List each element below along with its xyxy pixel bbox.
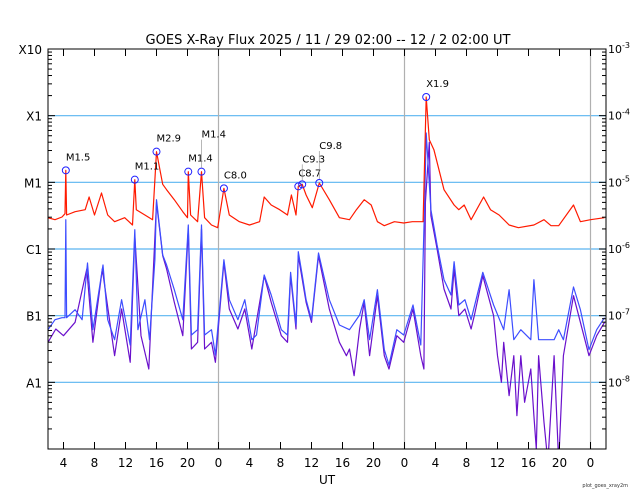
- flare-label: C8.7: [298, 168, 321, 179]
- series-short: [48, 132, 606, 366]
- y-axis-class-label: B1: [26, 310, 42, 324]
- flare-marker: [197, 167, 206, 176]
- flare-label: M1.1: [135, 162, 160, 173]
- y-axis-flux-label: 10-7: [608, 308, 630, 323]
- flare-marker: [294, 182, 303, 191]
- flare-marker: [152, 147, 161, 156]
- x-tick-label: 20: [552, 456, 567, 470]
- x-tick-label: 16: [335, 456, 350, 470]
- y-axis-flux-label: 10-8: [608, 374, 630, 389]
- axes: 4 8 12 16 20 0 4 8 12 16 20 0 4 8 12 16 20 0 X10 X1 M1 C1 B1 A1…: [19, 41, 630, 470]
- y-axis-flux-label: 10-5: [608, 174, 630, 189]
- x-tick-label: 0: [215, 456, 223, 470]
- x-tick-label: 8: [277, 456, 285, 470]
- x-tick-label: 12: [304, 456, 319, 470]
- x-tick-label: 16: [149, 456, 164, 470]
- y-axis-class-label: C1: [26, 243, 42, 257]
- flare-label: C9.3: [302, 154, 325, 165]
- series-short-secondary: [48, 141, 606, 449]
- y-axis-class-label: M1: [24, 176, 42, 190]
- x-tick-label: 20: [366, 456, 381, 470]
- x-tick-label: 4: [246, 456, 254, 470]
- y-axis-class-label: X10: [19, 43, 43, 57]
- y-axis-class-label: A1: [26, 376, 42, 390]
- flare-marker: [298, 180, 307, 189]
- series-long: [48, 96, 605, 229]
- flare-label: M2.9: [157, 134, 182, 145]
- y-axis-flux-label: 10-3: [608, 41, 630, 56]
- x-tick-label: 16: [521, 456, 536, 470]
- flare-marker: [61, 166, 70, 175]
- credit-text: plot_goes_xray2m: [582, 483, 628, 489]
- x-tick-label: 0: [587, 456, 595, 470]
- x-axis-label: UT: [319, 473, 336, 487]
- x-tick-label: 8: [463, 456, 471, 470]
- flare-label: M1.4: [201, 130, 226, 141]
- x-tick-label: 12: [490, 456, 505, 470]
- flare-marker: [130, 175, 139, 184]
- flare-marker: [219, 184, 228, 193]
- series-group: [48, 96, 606, 449]
- x-tick-label: 4: [432, 456, 440, 470]
- y-axis-class-label: X1: [26, 110, 42, 124]
- flare-label: C8.0: [224, 170, 247, 181]
- x-tick-label: 12: [118, 456, 133, 470]
- flare-marker: [315, 179, 324, 187]
- flare-marker: [184, 167, 193, 176]
- x-tick-label: 20: [180, 456, 195, 470]
- x-tick-label: 8: [91, 456, 99, 470]
- x-tick-label: 0: [401, 456, 409, 470]
- flare-label: M1.5: [66, 152, 91, 163]
- flare-markers: M1.5 M1.1 M2.9 M1.4 M1.4 C8.0 C8.7 C9.3 C9.8 X1.9: [61, 79, 449, 193]
- flare-label: X1.9: [426, 79, 449, 90]
- flare-marker: [422, 93, 431, 101]
- y-axis-flux-label: 10-4: [608, 108, 630, 123]
- flare-label: C9.8: [319, 141, 342, 152]
- x-tick-label: 4: [60, 456, 68, 470]
- chart-title: GOES X-Ray Flux 2025 / 11 / 29 02:00 -- …: [146, 33, 511, 48]
- y-axis-flux-label: 10-6: [608, 241, 630, 256]
- gridlines: [48, 49, 606, 449]
- flare-label: M1.4: [188, 154, 213, 165]
